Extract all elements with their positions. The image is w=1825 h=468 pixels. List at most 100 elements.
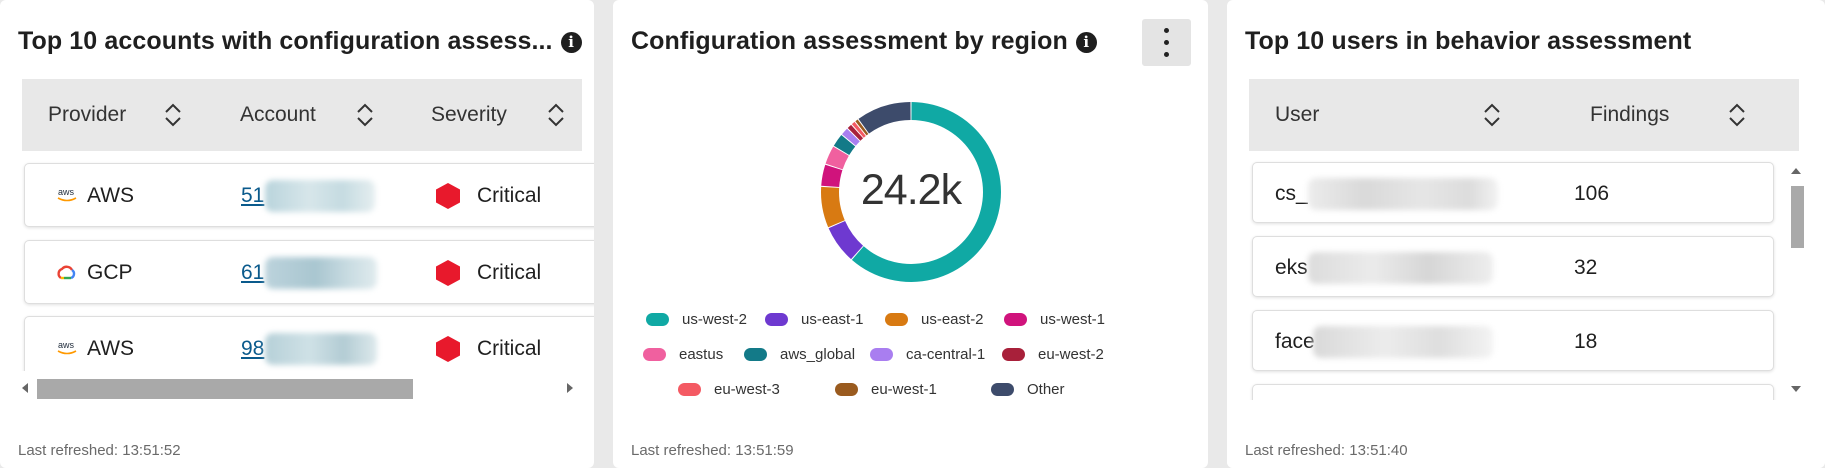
accounts-panel-title: Top 10 accounts with configuration asses…: [18, 27, 582, 56]
table-row[interactable]: cs_ 106: [1252, 162, 1774, 223]
scroll-down-arrow-icon[interactable]: [1790, 384, 1802, 394]
account-link[interactable]: 61: [241, 261, 265, 284]
table-row[interactable]: [1252, 384, 1774, 404]
critical-hexagon-icon: [436, 183, 460, 209]
donut-slice-eu-west-1[interactable]: [855, 119, 869, 136]
legend-swatch: [885, 313, 908, 326]
legend-swatch: [991, 383, 1014, 396]
legend-swatch: [678, 383, 701, 396]
last-refreshed: Last refreshed: 13:51:52: [18, 442, 181, 459]
donut-slice-ca-central-1[interactable]: [841, 128, 860, 146]
donut-slice-other[interactable]: [858, 102, 911, 134]
donut-slice-us-west-1[interactable]: [821, 164, 843, 188]
users-panel-title: Top 10 users in behavior assessment: [1245, 27, 1691, 56]
sort-icon[interactable]: [1482, 101, 1502, 129]
redacted-account: [265, 180, 375, 212]
provider-cell: GCP: [87, 261, 133, 284]
aws-logo-icon: aws: [57, 187, 77, 202]
info-icon[interactable]: i: [1075, 32, 1097, 53]
findings-cell: 32: [1574, 256, 1598, 279]
region-donut-chart: [821, 102, 1001, 282]
column-header-user[interactable]: User: [1275, 103, 1320, 126]
table-row[interactable]: face 18: [1252, 310, 1774, 371]
kebab-menu-icon[interactable]: [1142, 19, 1191, 66]
account-link[interactable]: 51: [241, 184, 265, 207]
donut-slice-eastus[interactable]: [825, 146, 849, 170]
legend-label: us-east-1: [801, 311, 864, 328]
sort-icon[interactable]: [163, 101, 183, 129]
table-row[interactable]: aws AWS 98 Critical: [24, 316, 594, 380]
scroll-right-arrow-icon[interactable]: [565, 381, 575, 395]
region-panel: Configuration assessment by region i 24.2…: [613, 0, 1208, 468]
column-header-findings[interactable]: Findings: [1590, 103, 1670, 126]
redacted-account: [265, 333, 377, 365]
aws-logo-icon: aws: [57, 340, 77, 355]
user-cell: eks: [1275, 256, 1308, 279]
legend-swatch: [765, 313, 788, 326]
column-header-account[interactable]: Account: [240, 103, 316, 126]
donut-slice-us-west-2[interactable]: [851, 102, 1001, 282]
last-refreshed: Last refreshed: 13:51:59: [631, 442, 794, 459]
donut-slice-us-east-1[interactable]: [828, 220, 864, 260]
table-row[interactable]: aws AWS 51 Critical: [24, 163, 594, 227]
sort-icon[interactable]: [546, 101, 566, 129]
severity-cell: Critical: [477, 184, 542, 207]
last-refreshed: Last refreshed: 13:51:40: [1245, 442, 1408, 459]
column-header-severity[interactable]: Severity: [431, 103, 507, 126]
legend-swatch: [1002, 348, 1025, 361]
legend-swatch: [646, 313, 669, 326]
region-title-text: Configuration assessment by region: [631, 27, 1068, 55]
donut-center-total: 24.2k: [860, 166, 962, 214]
legend-label: eu-west-2: [1038, 346, 1104, 363]
accounts-panel: Top 10 accounts with configuration asses…: [0, 0, 594, 468]
sort-icon[interactable]: [355, 101, 375, 129]
user-cell: face: [1275, 330, 1315, 353]
info-icon[interactable]: i: [560, 32, 582, 53]
users-panel: Top 10 users in behavior assessment User…: [1227, 0, 1825, 468]
redacted-user: [1308, 178, 1498, 210]
table-row[interactable]: eks 32: [1252, 236, 1774, 297]
provider-cell: AWS: [87, 184, 135, 207]
legend-label: Other: [1027, 381, 1065, 398]
region-panel-title: Configuration assessment by region i: [631, 27, 1097, 56]
redacted-user: [1308, 252, 1493, 284]
users-table-header: User Findings: [1249, 79, 1799, 151]
legend-label: us-west-1: [1040, 311, 1106, 328]
legend-label: ca-central-1: [906, 346, 986, 363]
redacted-account: [265, 257, 377, 289]
findings-cell: 106: [1574, 182, 1610, 205]
severity-cell: Critical: [477, 261, 542, 284]
vertical-scrollbar[interactable]: [1783, 166, 1807, 400]
scrollbar-thumb[interactable]: [37, 379, 413, 399]
account-link[interactable]: 98: [241, 337, 265, 360]
legend-label: eu-west-1: [871, 381, 937, 398]
legend-swatch: [744, 348, 767, 361]
scroll-left-arrow-icon[interactable]: [20, 381, 30, 395]
users-title-text: Top 10 users in behavior assessment: [1245, 27, 1692, 55]
user-cell: cs_: [1275, 182, 1308, 205]
critical-hexagon-icon: [436, 260, 460, 286]
severity-cell: Critical: [477, 337, 542, 360]
svg-text:aws: aws: [58, 187, 75, 197]
legend-label: eastus: [679, 346, 724, 363]
donut-slice-aws-global[interactable]: [833, 135, 856, 155]
gcp-logo-icon: [57, 265, 76, 280]
sort-icon[interactable]: [1727, 101, 1747, 129]
table-row[interactable]: GCP 61 Critical: [24, 240, 594, 304]
legend-label: us-west-2: [682, 311, 748, 328]
legend-swatch: [870, 348, 893, 361]
legend-label: us-east-2: [921, 311, 984, 328]
legend-label: aws_global: [780, 346, 856, 363]
provider-cell: AWS: [87, 337, 135, 360]
accounts-table-header: Provider Account Severity: [22, 79, 582, 151]
donut-slice-eu-west-2[interactable]: [847, 124, 864, 141]
redacted-user: [1313, 326, 1493, 358]
accounts-title-text: Top 10 accounts with configuration asses…: [18, 27, 553, 55]
horizontal-scrollbar[interactable]: [0, 371, 594, 407]
legend-swatch: [1004, 313, 1027, 326]
scroll-up-arrow-icon[interactable]: [1790, 166, 1802, 176]
column-header-provider[interactable]: Provider: [48, 103, 127, 126]
donut-slice-eu-west-3[interactable]: [851, 121, 866, 138]
donut-slice-us-east-2[interactable]: [821, 186, 845, 228]
scrollbar-thumb[interactable]: [1791, 186, 1804, 248]
